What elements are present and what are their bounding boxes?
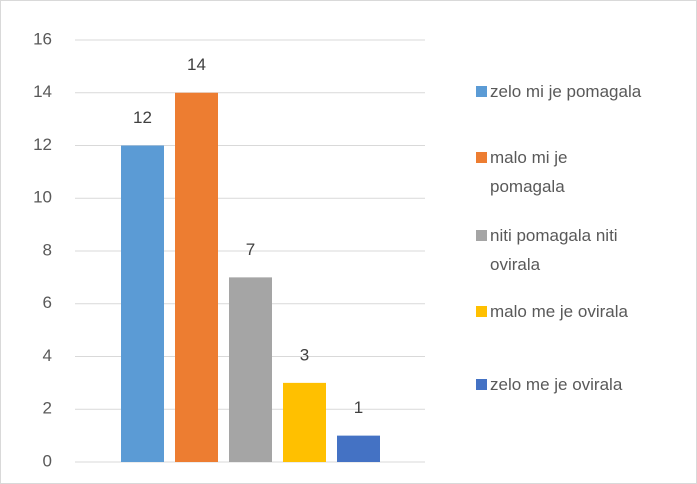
legend-label: malo me je ovirala — [490, 302, 628, 321]
legend-label: niti pomagala niti ovirala — [490, 226, 618, 274]
legend-label: malo mi je pomagala — [490, 148, 568, 196]
legend-entry: zelo mi je pomagala — [476, 77, 651, 106]
y-tick-label: 8 — [43, 240, 52, 259]
legend-entry: niti pomagala niti ovirala — [476, 221, 651, 279]
bar — [121, 145, 164, 462]
y-tick-label: 6 — [43, 293, 52, 312]
legend-swatch — [476, 152, 487, 163]
legend-swatch — [476, 230, 487, 241]
data-label: 3 — [300, 345, 309, 364]
bar — [337, 435, 380, 462]
legend-label: zelo me je ovirala — [490, 375, 623, 394]
bar — [283, 382, 326, 462]
y-tick-label: 16 — [33, 29, 52, 48]
bar — [175, 92, 218, 462]
y-tick-label: 0 — [43, 451, 52, 470]
legend-swatch — [476, 379, 487, 390]
legend-entry: malo mi je pomagala — [476, 143, 651, 201]
bar — [229, 277, 272, 462]
y-tick-label: 12 — [33, 135, 52, 154]
legend-swatch — [476, 86, 487, 97]
legend-label: zelo mi je pomagala — [490, 82, 642, 101]
data-label: 1 — [354, 398, 363, 417]
y-tick-label: 10 — [33, 188, 52, 207]
y-tick-label: 2 — [43, 399, 52, 418]
data-label: 7 — [246, 240, 255, 259]
y-tick-label: 14 — [33, 82, 52, 101]
legend-entry: zelo me je ovirala — [476, 370, 651, 399]
data-label: 12 — [133, 108, 152, 127]
data-label: 14 — [187, 55, 206, 74]
y-tick-label: 4 — [43, 346, 52, 365]
legend-swatch — [476, 306, 487, 317]
legend-entry: malo me je ovirala — [476, 297, 651, 326]
